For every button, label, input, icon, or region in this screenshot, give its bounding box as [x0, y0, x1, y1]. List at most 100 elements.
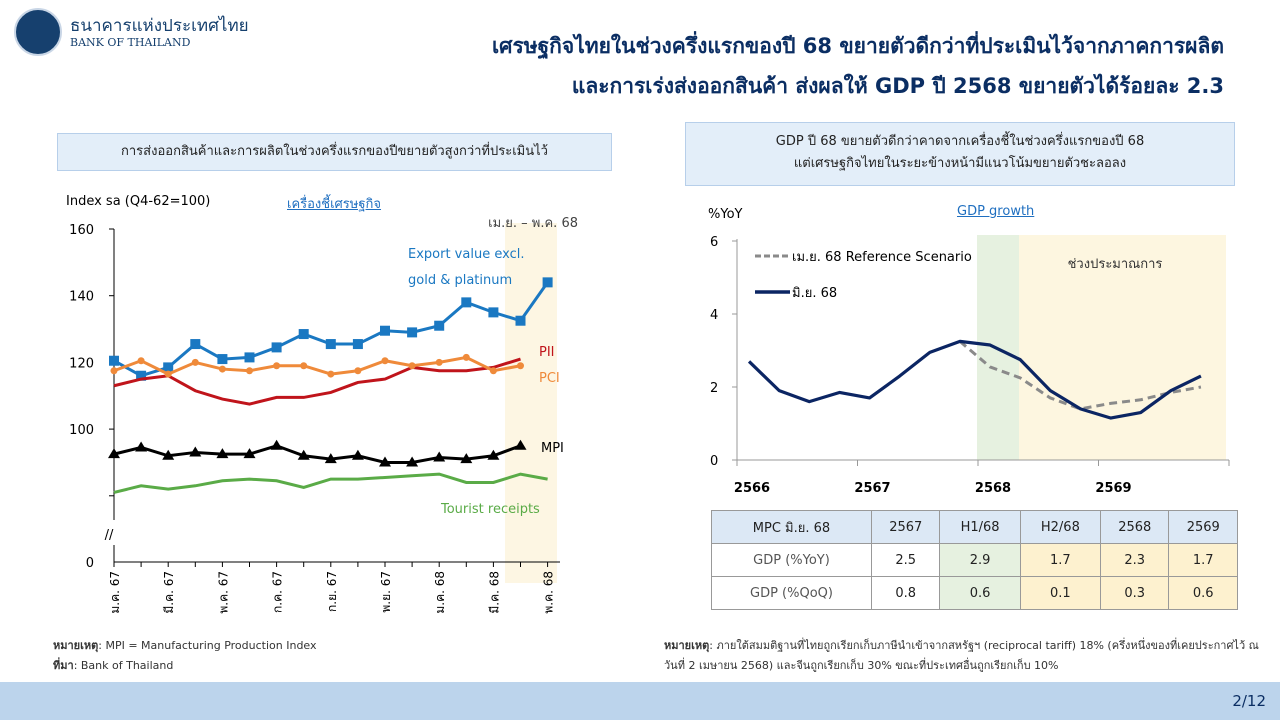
data-point: [515, 315, 526, 326]
legend-june: มิ.ย. 68: [792, 286, 837, 301]
data-point: [270, 439, 283, 450]
data-point: [164, 370, 172, 378]
data-point: [324, 453, 337, 464]
data-point: [542, 277, 553, 288]
data-point: [433, 451, 446, 462]
data-point: [243, 448, 256, 459]
table-header-cell: 2567: [870, 510, 941, 544]
note-label: หมายเหตุ: [664, 639, 710, 652]
table-header-cell: 2568: [1099, 510, 1170, 544]
mpi-label: MPI: [541, 441, 564, 456]
gdp-chart: %YoY ช่วงประมาณการ 6 4 2 0 2566 2567 2568 2569 เม.…: [708, 207, 1230, 496]
left-source: ที่มา: Bank of Thailand: [53, 656, 173, 674]
slide-title-line1: เศรษฐกิจไทยในช่วงครึ่งแรกของปี 68 ขยายตั…: [491, 34, 1224, 58]
table-cell: 0.1: [1019, 576, 1102, 610]
series-line-0: [113, 281, 549, 378]
y-tick-label: 140: [69, 290, 94, 305]
y-tick-label: 160: [69, 223, 94, 238]
data-point: [163, 362, 174, 373]
data-point: [136, 370, 147, 381]
data-point: [191, 358, 199, 366]
axis-break-icon: //: [105, 528, 114, 543]
gdp-growth-link[interactable]: GDP growth: [957, 204, 1035, 219]
y-tick-label: 100: [69, 423, 94, 438]
table-cell: 2.5: [870, 543, 941, 577]
data-point: [435, 358, 443, 366]
data-point: [517, 362, 524, 370]
data-point: [135, 441, 148, 452]
note-text: : MPI = Manufacturing Production Index: [98, 639, 317, 652]
data-point: [407, 327, 418, 338]
june-forecast-line: [747, 339, 1202, 420]
data-point: [218, 365, 226, 373]
y-tick-label: 0: [710, 454, 718, 469]
data-point: [462, 353, 470, 361]
data-point: [352, 339, 363, 350]
page-number: 2/12: [1232, 692, 1266, 710]
right-headline-line2: แต่เศรษฐกิจไทยในระยะข้างหน้ามีแนวโน้มขยา…: [793, 156, 1127, 171]
x-tick-label: ก.ค. 67: [271, 571, 285, 613]
data-point: [273, 362, 281, 370]
left-headline-box: การส่งออกสินค้าและการผลิตในช่วงครึ่งแรกข…: [57, 133, 612, 171]
y-tick-label: 4: [710, 308, 718, 323]
data-point: [137, 357, 145, 365]
y-axis-title: %YoY: [708, 207, 743, 222]
table-header-cell: MPC มิ.ย. 68: [711, 510, 872, 544]
data-point: [487, 449, 500, 460]
data-point: [300, 362, 308, 370]
table-cell: 0.6: [939, 576, 1021, 610]
forecast-shade: [505, 223, 557, 583]
data-point: [406, 456, 419, 467]
data-point: [381, 357, 389, 365]
forecast-shade: [1019, 235, 1226, 460]
table-cell: GDP (%YoY): [711, 543, 872, 577]
export-label: gold & platinum: [408, 273, 512, 288]
data-point: [380, 325, 390, 336]
data-point: [379, 456, 391, 467]
table-cell: 2.9: [939, 543, 1021, 577]
data-point: [109, 355, 119, 366]
data-point: [110, 367, 118, 375]
left-chart: Index sa (Q4-62=100) เม.ย. – พ.ค. 68 // 160…: [66, 194, 578, 614]
data-point: [271, 342, 282, 353]
data-point: [162, 449, 175, 460]
bot-logo: [14, 8, 62, 56]
pii-label: PII: [539, 345, 555, 360]
x-tick-label: มี.ค. 68: [487, 571, 501, 614]
table-cell: 0.3: [1099, 576, 1170, 610]
x-tick-label: พ.ค. 67: [216, 571, 230, 614]
tourist-label: Tourist receipts: [440, 502, 540, 517]
export-label: Export value excl.: [408, 247, 524, 262]
left-note: หมายเหตุ: MPI = Manufacturing Production…: [53, 636, 317, 654]
x-tick-label: 2569: [1095, 481, 1131, 496]
table-cell: 1.7: [1019, 543, 1102, 577]
series-line-3: [113, 444, 522, 464]
data-point: [217, 354, 228, 365]
data-point: [488, 307, 499, 318]
data-point: [351, 449, 364, 460]
x-tick-label: พ.ค. 68: [542, 571, 556, 614]
x-tick-label: 2567: [854, 481, 890, 496]
data-point: [327, 370, 335, 378]
table-header-cell: H1/68: [939, 510, 1021, 544]
data-point: [325, 339, 336, 350]
y-tick-label: 2: [710, 381, 718, 396]
y-tick-label: 0: [86, 556, 94, 571]
table-header-cell: H2/68: [1019, 510, 1102, 544]
economic-indicators-link[interactable]: เครื่องชี้เศรษฐกิจ: [287, 197, 382, 212]
series-line-1: [113, 357, 521, 406]
y-tick-label: 120: [69, 356, 94, 371]
data-point: [246, 367, 253, 375]
data-point: [408, 362, 416, 370]
right-headline-box: GDP ปี 68 ขยายตัวดีกว่าคาดจากเครื่องชี้ใ…: [685, 122, 1235, 186]
pci-label: PCI: [539, 371, 560, 386]
data-point: [460, 453, 473, 464]
table-cell: 0.8: [870, 576, 941, 610]
data-point: [354, 367, 362, 375]
gdp-forecast-table: MPC มิ.ย. 68 2567 H1/68 H2/68 2568 2569 GDP (%…: [711, 510, 1238, 610]
table-cell: 2.3: [1099, 543, 1170, 577]
x-tick-label: ก.ย. 67: [325, 571, 339, 612]
data-point: [190, 339, 201, 350]
footer-bar: [0, 682, 1280, 720]
source-text: : Bank of Thailand: [73, 659, 174, 672]
